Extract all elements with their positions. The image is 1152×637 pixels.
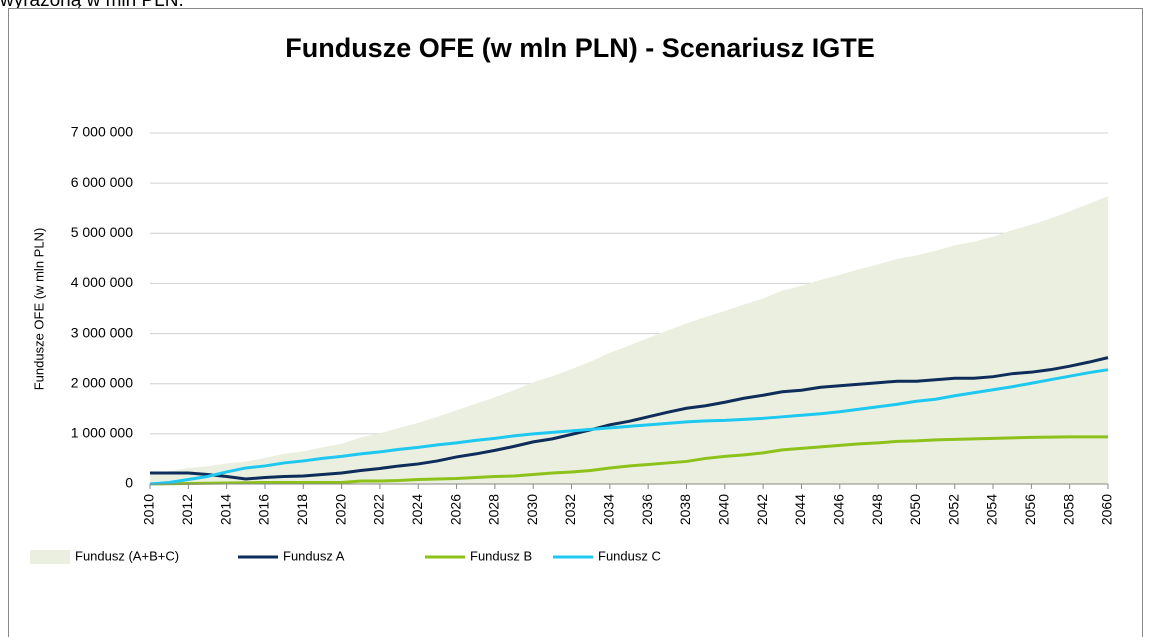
x-tick-label: 2040	[716, 494, 732, 525]
line	[150, 356, 1109, 481]
x-tick-label: 2020	[332, 494, 348, 525]
chart-title: Fundusze OFE (w mln PLN) - Scenariusz IG…	[285, 33, 875, 63]
x-tick-label: 2048	[869, 494, 885, 525]
line	[149, 435, 1108, 486]
x-tick-label: 2010	[141, 494, 157, 525]
x-tick-label: 2032	[562, 494, 578, 525]
x-tick-label: 2054	[984, 494, 1000, 525]
x-tick-label: 2038	[677, 494, 693, 525]
legend-label: Fundusz B	[470, 548, 532, 563]
x-tick-label: 2036	[639, 494, 655, 525]
y-tick-label: 2 000 000	[71, 374, 133, 390]
x-tick-label: 2014	[217, 494, 233, 525]
y-tick-label: 7 000 000	[71, 124, 133, 140]
x-tick-label: 2042	[754, 494, 770, 525]
legend-label: Fundusz (A+B+C)	[75, 548, 179, 563]
line	[149, 368, 1109, 486]
y-tick-label: 0	[125, 475, 133, 491]
y-tick-label: 3 000 000	[71, 324, 133, 340]
x-tick-label: 2044	[792, 494, 808, 525]
x-tick-label: 2024	[409, 494, 425, 525]
x-tick-label: 2046	[830, 494, 846, 525]
y-tick-label: 5 000 000	[71, 224, 133, 240]
y-tick-label: 6 000 000	[71, 174, 133, 190]
x-tick-label: 2012	[179, 494, 195, 525]
area	[150, 196, 1108, 484]
x-tick-label: 2016	[256, 494, 272, 525]
x-tick-label: 2052	[945, 494, 961, 525]
page-text: wyrażoną w mln PLN.	[0, 0, 184, 11]
y-tick-label: 4 000 000	[71, 274, 133, 290]
x-tick-label: 2030	[524, 494, 540, 525]
x-tick-label: 2028	[486, 494, 502, 525]
legend-label: Fundusz A	[283, 548, 345, 563]
legend-label: Fundusz C	[598, 548, 661, 563]
x-tick-label: 2022	[371, 494, 387, 525]
x-tick-label: 2026	[447, 494, 463, 525]
x-tick-label: 2058	[1060, 494, 1076, 525]
y-axis-label: Fundusze OFE (w mln PLN)	[31, 228, 46, 391]
x-tick-label: 2018	[294, 494, 310, 525]
x-tick-label: 2060	[1099, 494, 1115, 525]
x-tick-label: 2056	[1022, 494, 1038, 525]
x-tick-label: 2034	[601, 494, 617, 525]
y-tick-label: 1 000 000	[71, 425, 133, 441]
legend-swatch	[30, 550, 70, 564]
x-tick-label: 2050	[907, 494, 923, 525]
